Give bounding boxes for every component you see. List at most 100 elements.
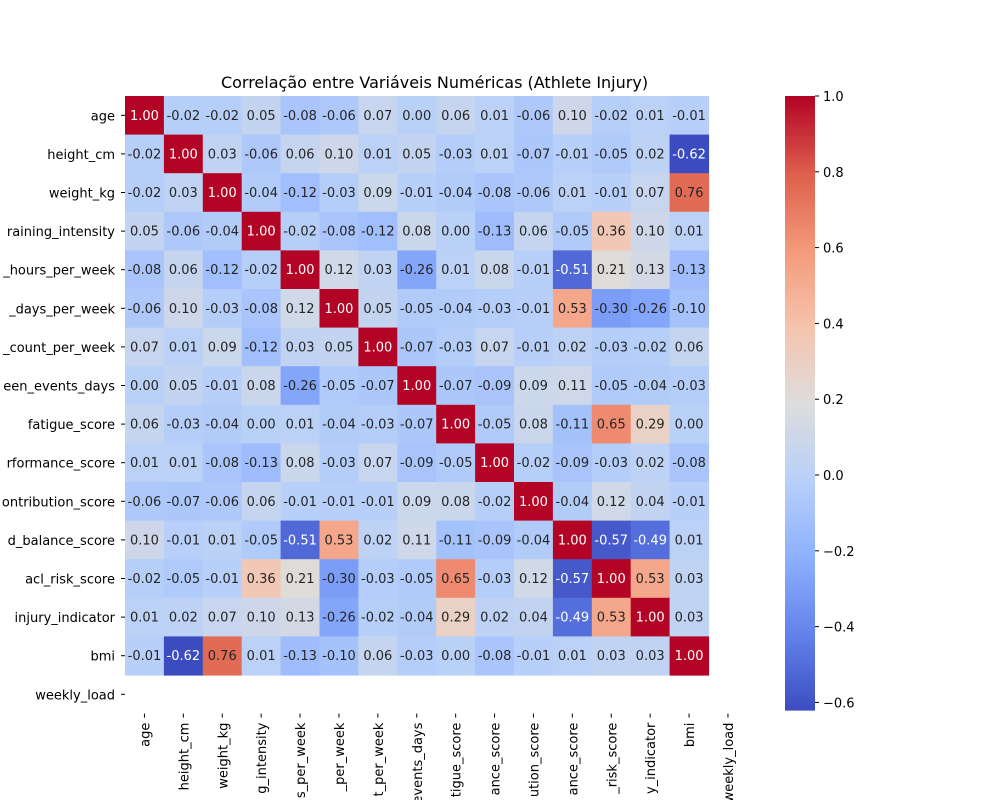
- chart-title: Correlação entre Variáveis Numéricas (At…: [221, 73, 648, 92]
- colorbar-segment: [785, 617, 815, 622]
- heatmap-cell-r0-c1: [163, 96, 204, 136]
- heatmap-cell-r2-c13: [630, 173, 671, 213]
- heatmap-value-r1-c6: 0.01: [363, 147, 392, 162]
- heatmap-value-r4-c5: 0.12: [324, 263, 353, 278]
- heatmap-value-r4-c9: 0.08: [480, 263, 509, 278]
- colorbar-segment: [785, 332, 815, 337]
- heatmap-value-r8-c9: -0.05: [478, 418, 512, 433]
- heatmap-cell-r8-c1: [163, 404, 204, 444]
- heatmap-cell-r1-c13: [630, 134, 671, 174]
- heatmap-value-r11-c3: -0.05: [244, 533, 278, 548]
- colorbar-segment: [785, 442, 815, 447]
- heatmap-cell-r5-c5: [319, 289, 359, 329]
- heatmap-value-r7-c3: 0.08: [247, 379, 276, 394]
- heatmap-cell-r5-c13: [630, 289, 671, 329]
- heatmap-cell-r9-c2: [202, 443, 243, 483]
- heatmap-cell-r8-c4: [280, 404, 321, 444]
- heatmap-cell-r14-c7: [397, 636, 437, 676]
- colorbar-segment: [785, 304, 815, 309]
- heatmap-cell-r11-c0: [125, 520, 165, 560]
- y-tick-label-13: injury_indicator: [15, 611, 116, 626]
- colorbar-segment: [785, 393, 815, 398]
- colorbar-segment: [785, 120, 815, 125]
- heatmap-cell-r5-c4: [280, 289, 321, 329]
- colorbar-segment: [785, 224, 815, 229]
- heatmap-value-r14-c14: 1.00: [675, 649, 704, 664]
- heatmap-cell-r4-c7: [397, 250, 437, 290]
- heatmap-value-r13-c9: 0.02: [480, 611, 509, 626]
- colorbar-segment: [785, 433, 815, 438]
- heatmap-value-r13-c0: 0.01: [130, 611, 159, 626]
- heatmap-cell-r3-c11: [552, 211, 593, 251]
- heatmap-cell-r0-c4: [280, 96, 321, 136]
- heatmap-cell-r14-c11: [552, 636, 593, 676]
- colorbar-segment: [785, 270, 815, 275]
- heatmap-cell-r10-c0: [125, 482, 165, 522]
- colorbar-segment: [785, 255, 815, 260]
- heatmap-value-r14-c5: -0.10: [322, 649, 356, 664]
- x-tick-label-5: _per_week: [333, 722, 348, 792]
- heatmap-cell-r11-c10: [514, 520, 554, 560]
- colorbar-segment: [785, 188, 815, 192]
- heatmap-cell-r6-c13: [630, 327, 671, 367]
- heatmap-cell-r14-c8: [436, 636, 476, 676]
- colorbar-segment: [785, 228, 815, 232]
- heatmap-cell-r13-c1: [163, 597, 204, 637]
- heatmap-value-r2-c3: -0.04: [244, 186, 278, 201]
- heatmap-value-r12-c10: 0.12: [519, 572, 548, 587]
- heatmap-cell-r10-c13: [630, 482, 671, 522]
- colorbar-segment: [785, 697, 815, 702]
- heatmap-cell-r4-c14: [669, 250, 710, 290]
- heatmap-cell-r12-c11: [552, 559, 593, 599]
- colorbar-segment: [785, 289, 815, 294]
- heatmap-value-r0-c5: -0.06: [322, 109, 356, 124]
- colorbar-tick-label-7: −0.4: [823, 621, 855, 636]
- heatmap-cell-r2-c12: [591, 173, 632, 213]
- colorbar-segment: [785, 596, 815, 601]
- colorbar-segment: [785, 341, 815, 346]
- heatmap-cell-r13-c4: [280, 597, 321, 637]
- heatmap-value-r6-c11: 0.02: [558, 340, 587, 355]
- heatmap-cell-r2-c8: [436, 173, 476, 213]
- heatmap-cell-r3-c2: [202, 211, 243, 251]
- colorbar-segment: [785, 633, 815, 637]
- heatmap-cell-r0-c6: [358, 96, 398, 136]
- colorbar-segment: [785, 344, 815, 349]
- y-tick-label-15: weekly_load: [35, 688, 115, 703]
- heatmap-value-r0-c9: 0.01: [480, 109, 509, 124]
- heatmap-cell-r4-c13: [630, 250, 671, 290]
- heatmap-value-r6-c7: -0.07: [400, 340, 434, 355]
- heatmap-cell-r1-c2: [202, 134, 243, 174]
- heatmap-cell-r12-c4: [280, 559, 321, 599]
- colorbar-segment: [785, 476, 815, 481]
- heatmap-cell-r5-c11: [552, 289, 593, 329]
- colorbar-segment: [785, 504, 815, 508]
- colorbar-tick-label-1: 0.8: [823, 166, 844, 181]
- heatmap-cell-r11-c6: [358, 520, 398, 560]
- heatmap-cell-r11-c9: [475, 520, 515, 560]
- heatmap-cell-r0-c3: [241, 96, 282, 136]
- heatmap-cell-r2-c6: [358, 173, 398, 213]
- heatmap-cell-r5-c14: [669, 289, 710, 329]
- x-tick-label-13: y_indicator: [644, 722, 659, 794]
- heatmap-cell-r11-c12: [591, 520, 632, 560]
- heatmap-cell-r12-c2: [202, 559, 243, 599]
- heatmap-cell-r1-c14: [669, 134, 710, 174]
- x-tick-label-2: weight_kg: [216, 723, 231, 789]
- heatmap-cell-r11-c5: [319, 520, 359, 560]
- heatmap-cell-r6-c7: [397, 327, 437, 367]
- colorbar-segment: [785, 166, 815, 171]
- colorbar-segment: [785, 307, 815, 312]
- heatmap-value-r10-c11: -0.04: [556, 495, 590, 510]
- heatmap-cell-r14-c3: [241, 636, 282, 676]
- heatmap-cell-r7-c6: [358, 366, 398, 406]
- heatmap-value-r2-c1: 0.03: [169, 186, 198, 201]
- heatmap-value-r3-c9: -0.13: [478, 225, 512, 240]
- heatmap-value-r13-c12: 0.53: [597, 611, 626, 626]
- colorbar-segment: [785, 648, 815, 653]
- heatmap-cell-r6-c8: [436, 327, 476, 367]
- heatmap-cell-r8-c11: [552, 404, 593, 444]
- heatmap-value-r6-c8: -0.03: [439, 340, 473, 355]
- colorbar-tick-label-4: 0.2: [823, 393, 844, 408]
- colorbar-segment: [785, 317, 815, 321]
